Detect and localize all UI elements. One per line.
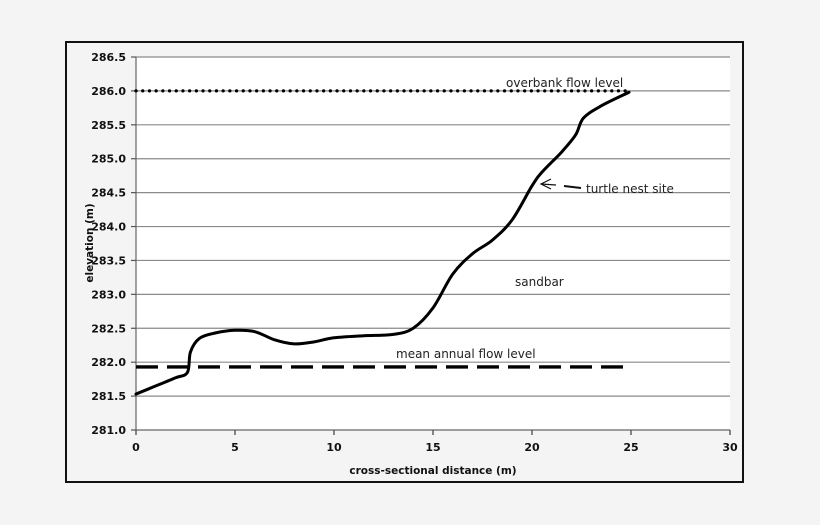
x-tick-label: 0 xyxy=(132,441,140,454)
plot-area xyxy=(136,57,730,430)
y-tick-label: 282.5 xyxy=(91,322,126,335)
x-axis-title: cross-sectional distance (m) xyxy=(349,465,516,477)
overbank-flow-label: overbank flow level xyxy=(506,76,623,90)
y-tick-label: 283.5 xyxy=(91,254,126,267)
profile-line xyxy=(134,90,631,396)
y-tick-label: 284.5 xyxy=(91,187,126,200)
y-tick-label: 286.5 xyxy=(91,51,126,64)
x-tick-label: 25 xyxy=(623,441,638,454)
x-tick-label: 15 xyxy=(425,441,440,454)
y-tick-label: 285.0 xyxy=(91,153,126,166)
y-tick-label: 284.0 xyxy=(91,221,126,234)
arrow-icon xyxy=(539,178,582,190)
turtle-nest-label: turtle nest site xyxy=(586,182,674,196)
x-axis-ticks: 0 5 10 15 20 25 30 xyxy=(132,430,738,454)
y-tick-label: 283.0 xyxy=(91,288,126,301)
y-tick-label: 282.0 xyxy=(91,356,126,369)
x-tick-label: 30 xyxy=(722,441,738,454)
y-tick-label: 285.5 xyxy=(91,119,126,132)
series xyxy=(134,89,633,396)
y-tick-label: 281.0 xyxy=(91,424,126,437)
y-tick-label: 286.0 xyxy=(91,85,126,98)
x-tick-label: 10 xyxy=(326,441,342,454)
sandbar-label: sandbar xyxy=(515,275,564,289)
x-tick-label: 20 xyxy=(524,441,540,454)
y-axis-ticks: 281.0 281.5 282.0 282.5 283.0 283.5 284.0 284.5… xyxy=(91,51,136,437)
y-tick-label: 281.5 xyxy=(91,390,126,403)
y-axis-title: elevation (m) xyxy=(84,203,96,282)
mean-annual-flow-label: mean annual flow level xyxy=(396,347,536,361)
x-tick-label: 5 xyxy=(231,441,239,454)
